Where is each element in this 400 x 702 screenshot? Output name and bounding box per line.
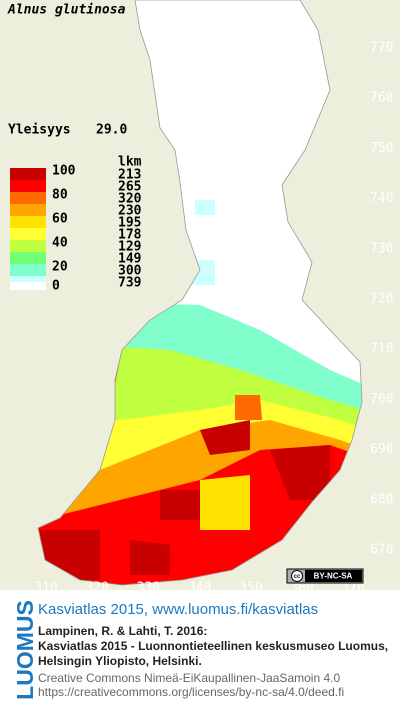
frequency-value: 29.0 [96, 123, 127, 138]
legend-swatch [10, 192, 46, 204]
y-tick-label: 760 [370, 91, 393, 106]
legend-swatch [10, 264, 46, 276]
svg-text:cc: cc [294, 574, 301, 580]
y-tick-label: 740 [370, 191, 393, 206]
citation-line: Helsingin Yliopisto, Helsinki. [38, 654, 202, 668]
citation-line: Lampinen, R. & Lahti, T. 2016: [38, 624, 207, 638]
legend-swatch [10, 180, 46, 192]
legend-count: 213 [118, 168, 141, 183]
legend-count: 300 [118, 264, 142, 279]
y-tick-label: 730 [370, 241, 393, 256]
y-tick-label: 680 [370, 492, 393, 507]
legend-count: 265 [118, 180, 141, 195]
license-badge: cc BY-NC-SA [286, 568, 364, 584]
y-tick-label: 770 [370, 41, 393, 56]
footer-text: Lampinen, R. & Lahti, T. 2016:Kasviatlas… [38, 624, 388, 699]
y-tick-label: 670 [370, 543, 393, 558]
frequency-label: Yleisyys [8, 123, 71, 138]
legend-count: 230 [118, 204, 142, 219]
count-header: lkm [118, 155, 142, 170]
footer-heading: Kasviatlas 2015, www.luomus.fi/kasviatla… [38, 601, 318, 618]
legend-label: 100 [52, 164, 76, 179]
y-tick-label: 700 [370, 392, 393, 407]
license-line: https://creativecommons.org/licenses/by-… [38, 685, 344, 699]
legend-count: 178 [118, 228, 142, 243]
legend-swatch [10, 204, 46, 216]
legend-label: 40 [52, 236, 68, 251]
legend-count: 149 [118, 252, 141, 267]
legend-label: 0 [52, 279, 60, 294]
legend-swatch [10, 282, 46, 290]
license-badge-text: BY-NC-SA [314, 572, 353, 581]
legend-count: 129 [118, 240, 141, 255]
y-tick-label: 690 [370, 442, 393, 457]
legend-count: 195 [118, 216, 141, 231]
country-border [37, 0, 363, 586]
legend-swatch [10, 240, 46, 252]
y-tick-label: 710 [370, 342, 393, 357]
legend-label: 80 [52, 188, 68, 203]
y-tick-label: 750 [370, 141, 393, 156]
legend-count: 739 [118, 276, 141, 291]
y-tick-label: 720 [370, 292, 393, 307]
logo: LUOMUS [12, 600, 38, 700]
license-line: Creative Commons Nimeä-EiKaupallinen-Jaa… [38, 671, 340, 685]
legend-swatch [10, 168, 46, 180]
citation-line: Kasviatlas 2015 - Luonnontieteellinen ke… [38, 639, 388, 653]
legend-swatch [10, 228, 46, 240]
legend-count: 320 [118, 192, 142, 207]
legend-label: 60 [52, 212, 68, 227]
legend-swatch [10, 252, 46, 264]
map-title: Alnus glutinosa [7, 3, 126, 18]
legend-swatch [10, 216, 46, 228]
legend-label: 20 [52, 260, 68, 275]
footer [0, 590, 400, 702]
